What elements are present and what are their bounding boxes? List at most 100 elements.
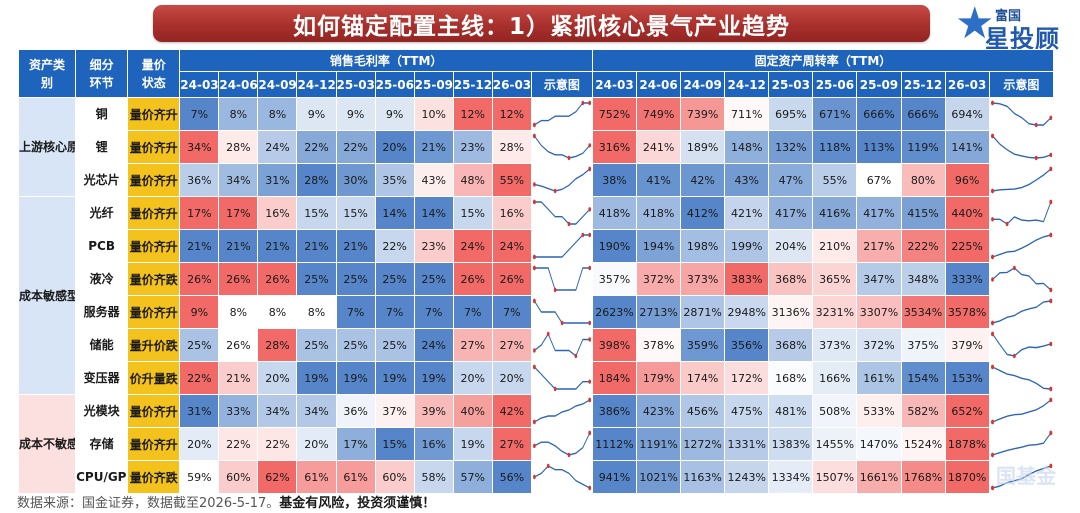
gross-margin-cell: 20%: [491, 361, 532, 395]
gross-margin-cell: 61%: [335, 460, 376, 494]
period-header: 25-06: [812, 71, 858, 98]
asset-turnover-cell: 378%: [636, 328, 682, 362]
status-cell: 量价齐升: [127, 97, 181, 131]
asset-turnover-sparkline-cell: [988, 163, 1055, 197]
table-row: 光芯片 量价齐升 36% 34% 31% 28% 30% 35% 43% 48% 55% 38% 41%…: [19, 163, 1055, 197]
sparkline-dot: [990, 100, 994, 106]
gross-margin-cell: 27%: [452, 328, 493, 362]
table-row: CPU/GPU量价齐跌59%60%62%61%61%60%58%57%56%94…: [19, 460, 1055, 494]
asset-turnover-cell: 386%: [591, 394, 638, 428]
gross-margin-cell: 25%: [335, 328, 376, 362]
gross-margin-sparkline-cell: [530, 229, 593, 263]
asset-turnover-sparkline: [990, 265, 1052, 293]
sparkline-dot: [1049, 386, 1052, 392]
gross-margin-cell: 21%: [179, 229, 220, 263]
logo-top-text: 富国: [995, 9, 1022, 24]
asset-turnover-sparkline-cell: [988, 130, 1055, 164]
gross-margin-cell: 20%: [452, 361, 493, 395]
asset-turnover-sparkline: [990, 133, 1052, 161]
gross-margin-cell: 7%: [179, 97, 220, 131]
gross-margin-cell: 34%: [296, 394, 337, 428]
asset-turnover-cell: 132%: [768, 130, 814, 164]
sparkline-dot: [1049, 199, 1052, 205]
asset-turnover-cell: 3534%: [900, 295, 946, 329]
sparkline-dot: [588, 207, 591, 212]
gross-margin-cell: 34%: [257, 394, 298, 428]
sparkline-path: [992, 465, 1051, 489]
asset-turnover-sparkline: [990, 331, 1052, 359]
gross-margin-sparkline-cell: [530, 97, 593, 131]
asset-turnover-cell: 38%: [591, 163, 638, 197]
gross-margin-cell: 58%: [413, 460, 454, 494]
asset-turnover-cell: 1383%: [768, 427, 814, 461]
asset-turnover-cell: 412%: [680, 196, 726, 230]
gross-margin-cell: 8%: [218, 295, 259, 329]
sparkline-dot: [990, 419, 994, 425]
asset-turnover-cell: 2623%: [591, 295, 638, 329]
gross-margin-cell: 19%: [335, 361, 376, 395]
table-body: 上游核心原材料铜量价齐升7%8%8%9%9%9%10%12%12%752%749…: [17, 97, 1055, 494]
gross-margin-cell: 8%: [257, 295, 298, 329]
asset-turnover-cell: 118%: [812, 130, 858, 164]
asset-turnover-cell: 1507%: [812, 460, 858, 494]
gross-margin-cell: 21%: [218, 229, 259, 263]
gross-margin-cell: 15%: [335, 196, 376, 230]
sparkline-dot: [581, 100, 584, 106]
sparkline-dot: [1049, 152, 1052, 158]
sparkline-dot: [1049, 298, 1052, 304]
gross-margin-sparkline: [532, 265, 591, 293]
asset-turnover-cell: 1331%: [724, 427, 770, 461]
asset-turnover-cell: 47%: [768, 163, 814, 197]
gross-margin-sparkline-cell: [530, 328, 593, 362]
sparkline-dot: [588, 397, 591, 403]
period-header: 25-12: [452, 71, 493, 98]
gross-margin-cell: 22%: [218, 427, 259, 461]
watermark-text: 国基金: [996, 464, 1056, 488]
gross-margin-cell: 9%: [296, 97, 337, 131]
gross-margin-cell: 26%: [257, 262, 298, 296]
gross-margin-cell: 20%: [257, 361, 298, 395]
period-header: 24-06: [636, 71, 682, 98]
gross-margin-cell: 34%: [179, 130, 220, 164]
table-row: 服务器 量价齐升 9% 8% 8% 8% 7% 7% 7% 7% 7% 2623% 2713% 2871%…: [19, 295, 1055, 329]
asset-turnover-cell: 372%: [636, 262, 682, 296]
gross-margin-cell: 16%: [491, 196, 532, 230]
asset-turnover-sparkline: [990, 166, 1052, 194]
asset-turnover-cell: 368%: [768, 328, 814, 362]
asset-turnover-cell: 373%: [812, 328, 858, 362]
header-asset-turnover-group: 固定资产周转率（TTM）: [591, 49, 1055, 72]
asset-turnover-cell: 241%: [636, 130, 682, 164]
sparkline-header: 示意图: [530, 71, 593, 98]
asset-turnover-cell: 141%: [944, 130, 990, 164]
sparkline-path: [991, 267, 1051, 291]
asset-turnover-cell: 359%: [680, 328, 726, 362]
gross-margin-cell: 25%: [413, 262, 454, 296]
sparkline-path: [992, 102, 1051, 126]
asset-turnover-cell: 168%: [768, 361, 814, 395]
sparkline-dot: [990, 217, 994, 222]
industry-metrics-table: 资产类别 细分环节 量价状态 销售毛利率（TTM） 固定资产周转率（TTM） 2…: [17, 49, 1055, 494]
sparkline-dot: [1049, 115, 1052, 121]
sparkline-path: [991, 135, 1051, 159]
segment-cell: 光芯片: [75, 163, 129, 197]
status-cell: 量价齐跌: [127, 262, 181, 296]
gross-margin-cell: 28%: [218, 130, 259, 164]
gross-margin-cell: 28%: [296, 163, 337, 197]
table-row: 存储 量价齐升 20% 22% 22% 20% 17% 15% 16% 19% 27% 1112% 11…: [19, 427, 1055, 461]
gross-margin-cell: 14%: [374, 196, 415, 230]
sparkline-dot: [581, 232, 584, 238]
asset-turnover-cell: 694%: [944, 97, 990, 131]
table-row: 上游核心原材料铜量价齐升7%8%8%9%9%9%10%12%12%752%749…: [17, 97, 1055, 197]
sparkline-dot: [990, 254, 994, 260]
sparkline-dot: [588, 337, 591, 342]
asset-turnover-cell: 2871%: [680, 295, 726, 329]
asset-turnover-cell: 666%: [900, 97, 946, 131]
asset-turnover-cell: 475%: [724, 394, 770, 428]
sparkline-header: 示意图: [988, 71, 1055, 98]
gross-margin-cell: 22%: [335, 130, 376, 164]
period-header: 25-03: [335, 71, 376, 98]
gross-margin-cell: 7%: [413, 295, 454, 329]
sparkline-path: [534, 168, 590, 192]
asset-turnover-sparkline-cell: [988, 427, 1055, 461]
asset-turnover-cell: 3136%: [768, 295, 814, 329]
